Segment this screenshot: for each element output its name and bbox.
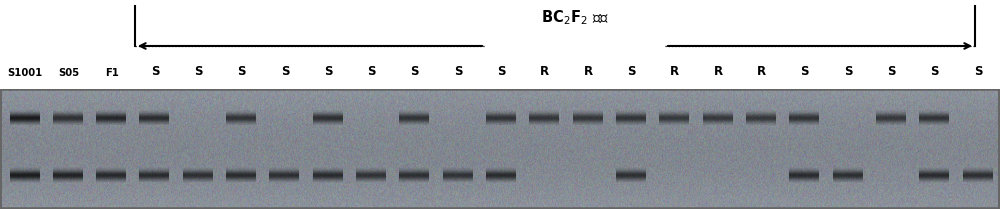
Text: S: S <box>627 65 636 78</box>
Text: R: R <box>714 65 723 78</box>
Text: S: S <box>497 65 506 78</box>
Text: S: S <box>281 65 289 78</box>
Text: S: S <box>844 65 852 78</box>
Text: S: S <box>411 65 419 78</box>
Text: BC$_2$F$_2$ 单株: BC$_2$F$_2$ 单株 <box>541 8 609 27</box>
Text: S1001: S1001 <box>7 68 43 78</box>
Text: R: R <box>670 65 679 78</box>
Text: S: S <box>887 65 896 78</box>
Text: S: S <box>800 65 809 78</box>
Text: S: S <box>974 65 982 78</box>
Text: R: R <box>757 65 766 78</box>
Text: S: S <box>194 65 203 78</box>
Text: S: S <box>367 65 376 78</box>
Text: S: S <box>151 65 159 78</box>
Text: R: R <box>540 65 549 78</box>
Text: F1: F1 <box>105 68 119 78</box>
Text: R: R <box>584 65 593 78</box>
Text: S: S <box>454 65 462 78</box>
Text: S: S <box>237 65 246 78</box>
Text: S: S <box>930 65 939 78</box>
Text: S05: S05 <box>58 68 79 78</box>
Text: S: S <box>324 65 332 78</box>
